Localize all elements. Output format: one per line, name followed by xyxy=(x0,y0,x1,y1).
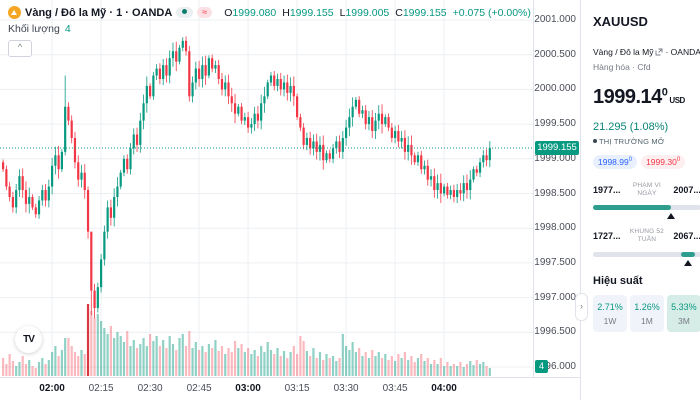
price-tick-label: 2000.000 xyxy=(534,83,576,95)
sidebar-collapse-handle[interactable]: › xyxy=(575,293,588,321)
week52-range-row: 1727... KHUNG 52 TUẦN 2067... xyxy=(593,228,700,244)
ask-price-pill[interactable]: 1999.300 xyxy=(641,155,686,169)
price-tick-label: 1996.500 xyxy=(534,326,576,338)
day-range-marker xyxy=(666,213,675,220)
time-axis[interactable]: 02:00 02:15 02:30 02:45 03:00 03:15 03:30 03:45… xyxy=(0,377,580,400)
pane-collapse-button[interactable]: ^ xyxy=(8,40,32,57)
external-link-icon[interactable] xyxy=(655,48,663,56)
bid-price-pill[interactable]: 1998.990 xyxy=(593,155,638,169)
chart-panel: Vàng / Đô la Mỹ · 1 · OANDA ≈ O1999.080 … xyxy=(0,0,580,400)
week52-range-label: KHUNG 52 TUẦN xyxy=(629,228,665,244)
price-tick-label: 1997.500 xyxy=(534,256,576,268)
perf-box-1m[interactable]: 1.26% 1M xyxy=(629,294,664,332)
price-change: +0.075 (+0.00%) xyxy=(452,6,531,19)
day-range-row: 1977... PHẠM VI NGÀY 2007... xyxy=(593,182,700,198)
price-axis[interactable]: 2001.000 2000.500 2000.000 1999.500 1999.000… xyxy=(533,0,580,377)
week52-range-bar xyxy=(593,251,700,257)
chart-legend: Vàng / Đô la Mỹ · 1 · OANDA ≈ O1999.080 … xyxy=(8,6,531,57)
week52-low: 1727... xyxy=(593,231,621,242)
market-status-chip[interactable] xyxy=(176,7,194,18)
volume-series xyxy=(2,304,491,376)
price-tick-label: 1999.000 xyxy=(534,152,576,164)
symbol-title[interactable]: Vàng / Đô la Mỹ · 1 · OANDA xyxy=(25,6,173,19)
ohlc-readout: O1999.080 H1999.155 L1999.005 C1999.155 … xyxy=(224,6,531,19)
candlestick-chart[interactable] xyxy=(0,0,533,377)
price-tick-label: 1998.500 xyxy=(534,187,576,199)
gold-symbol-icon xyxy=(8,6,21,19)
week52-range-marker xyxy=(683,259,692,266)
time-tick-label: 02:30 xyxy=(137,383,163,394)
perf-box-3m[interactable]: 5.33% 3M xyxy=(666,294,700,332)
volume-indicator-row[interactable]: Khối lượng 4 xyxy=(8,23,531,35)
candlestick-series xyxy=(2,36,491,319)
symbol-detail-sidebar: › XAUUSD Vàng / Đô la Mỹ · OANDA Hàng hó… xyxy=(575,0,700,400)
time-tick-label: 03:30 xyxy=(333,383,359,394)
last-price: 1999.140USD xyxy=(593,86,685,108)
volume-axis-badge: 4 xyxy=(535,360,548,373)
time-tick-label: 02:45 xyxy=(186,383,212,394)
change-readout: 21.295 (1.08%) xyxy=(593,121,669,133)
time-tick-label: 04:00 xyxy=(431,383,457,394)
current-price-label: 1999.155 xyxy=(535,141,579,155)
price-tick-label: 2001.000 xyxy=(534,14,576,25)
approx-price-chip[interactable]: ≈ xyxy=(197,7,213,18)
currency-label: USD xyxy=(669,96,685,105)
price-tick-label: 1998.000 xyxy=(534,222,576,234)
sidebar-symbol-name[interactable]: Vàng / Đô la Mỹ · OANDA xyxy=(593,47,700,57)
price-tick-label: 2000.500 xyxy=(534,48,576,60)
day-range-label: PHẠM VI NGÀY xyxy=(632,182,662,198)
price-tick-label: 1996.000 xyxy=(534,361,576,372)
perf-box-1w[interactable]: 2.71% 1W xyxy=(593,294,627,332)
instrument-type: Hàng hóa · Cfd xyxy=(593,62,651,72)
price-tick-label: 1997.000 xyxy=(534,291,576,303)
performance-title: Hiệu suất xyxy=(593,274,643,287)
day-range-bar xyxy=(593,205,700,211)
market-open-dot-icon xyxy=(593,139,597,143)
time-tick-label: 03:45 xyxy=(382,383,408,394)
market-status: THỊ TRƯỜNG MỞ xyxy=(593,137,700,146)
time-tick-label: 02:00 xyxy=(39,383,65,394)
status-dot-icon xyxy=(182,9,188,14)
tradingview-logo[interactable]: TV xyxy=(15,326,42,353)
day-high: 2007... xyxy=(673,185,700,196)
volume-label: Khối lượng xyxy=(8,23,60,35)
time-tick-label: 03:15 xyxy=(284,383,310,394)
week52-high: 2067... xyxy=(673,231,700,242)
sidebar-symbol[interactable]: XAUUSD xyxy=(593,14,648,29)
time-tick-label: 02:15 xyxy=(88,383,114,394)
time-tick-label: 03:00 xyxy=(235,383,261,394)
day-low: 1977... xyxy=(593,185,621,196)
price-tick-label: 1999.500 xyxy=(534,118,576,130)
volume-value: 4 xyxy=(64,23,71,35)
